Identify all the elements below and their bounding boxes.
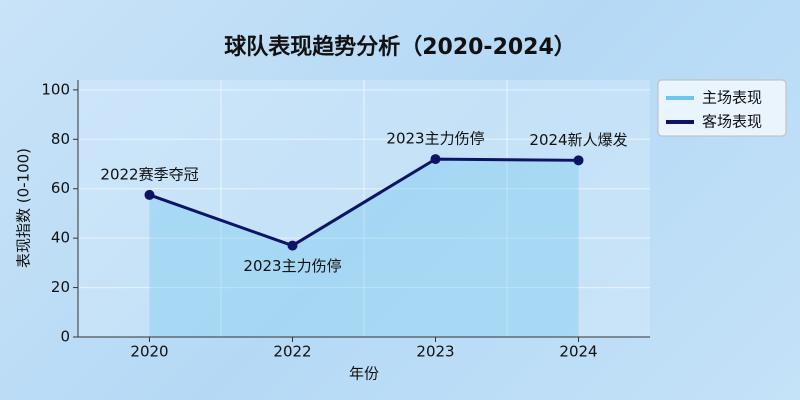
marker	[287, 240, 298, 251]
area	[149, 159, 579, 337]
marker	[573, 155, 584, 166]
x-tick-label: 2023	[416, 343, 454, 361]
y-tick-label: 0	[60, 328, 70, 346]
line	[148, 157, 579, 248]
y-tick-label: 60	[51, 179, 70, 197]
x-axis-label: 年份	[349, 365, 379, 383]
marker	[144, 189, 155, 200]
y-tick-label: 40	[51, 229, 70, 247]
y-axis-label: 表现指数 (0-100)	[15, 148, 33, 268]
legend-label: 主场表现	[702, 89, 762, 107]
y-tick-label: 20	[51, 278, 70, 296]
marker	[430, 154, 441, 165]
annotation: 2022赛季夺冠	[100, 165, 198, 183]
y-tick-label: 80	[51, 130, 70, 148]
annotation: 2024新人爆发	[529, 131, 627, 149]
annotation: 2023主力伤停	[386, 130, 484, 148]
x-tick-label: 2020	[130, 343, 168, 361]
x-tick-label: 2022	[273, 343, 311, 361]
annotation: 2023主力伤停	[243, 257, 341, 275]
y-tick-label: 100	[41, 80, 70, 98]
legend-label: 客场表现	[702, 113, 762, 131]
x-tick-label: 2024	[559, 343, 597, 361]
chart-title: 球队表现趋势分析（2020-2024）	[224, 34, 576, 60]
